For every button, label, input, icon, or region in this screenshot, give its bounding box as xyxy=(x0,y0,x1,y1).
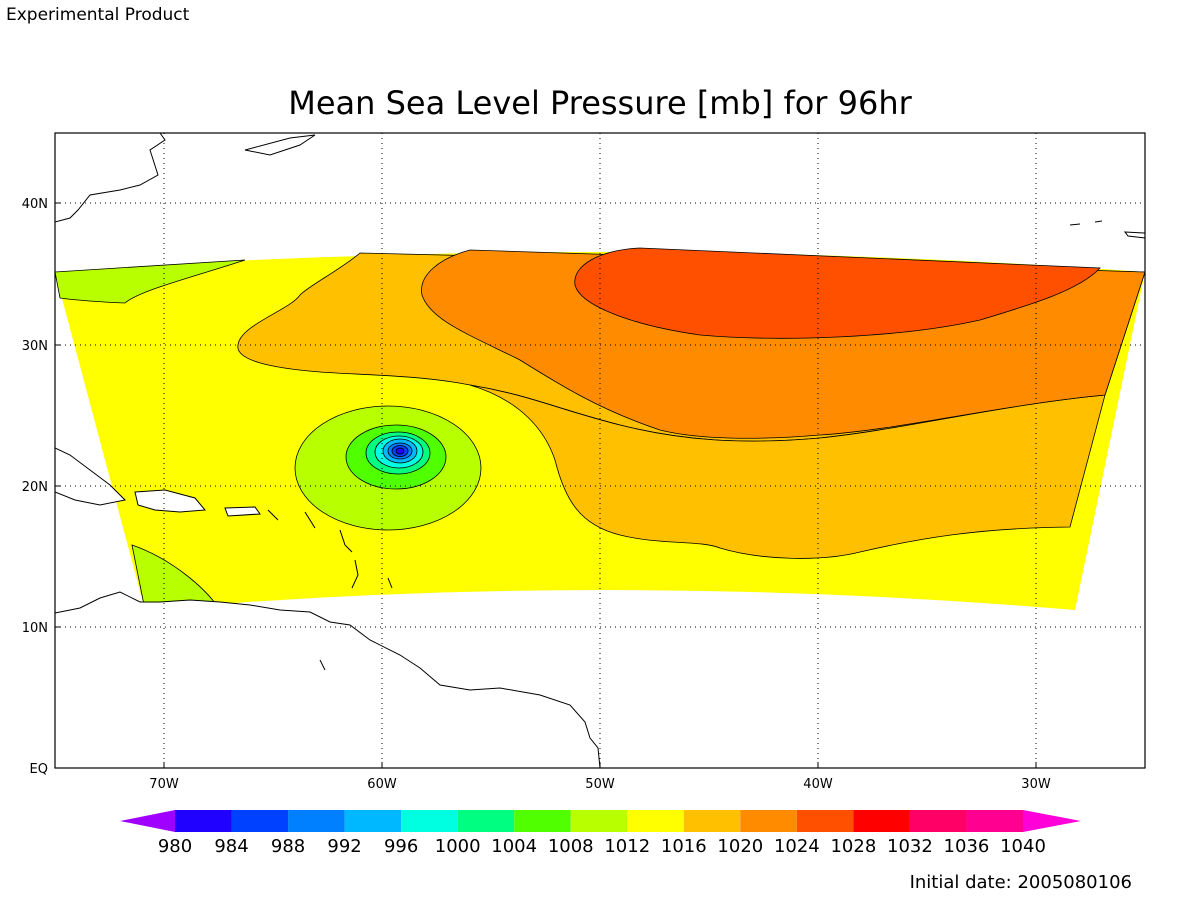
lat-label-10n: 10N xyxy=(22,621,48,636)
latitude-labels: 40N 30N 20N 10N EQ xyxy=(22,197,48,777)
colorbar-level-label: 1000 xyxy=(435,836,481,857)
colorbar-level-label: 1036 xyxy=(944,836,990,857)
experimental-product-label: Experimental Product xyxy=(6,5,190,25)
colorbar-box xyxy=(175,810,232,832)
colorbar-level-label: 1020 xyxy=(717,836,763,857)
cyclone-low-pressure xyxy=(294,405,482,531)
colorbar-box xyxy=(853,810,910,832)
initial-date-label: Initial date: 2005080106 xyxy=(910,872,1132,893)
chart-title: Mean Sea Level Pressure [mb] for 96hr xyxy=(288,84,912,122)
colorbar-box xyxy=(627,810,684,832)
cyclone-contour-980 xyxy=(395,447,405,455)
colorbar-arrow-high xyxy=(1023,810,1081,832)
lon-label-30w: 30W xyxy=(1021,777,1051,792)
puerto-rico-island xyxy=(224,506,261,517)
pressure-band-1024-1028 xyxy=(574,247,1101,339)
colorbar-level-label: 984 xyxy=(214,836,248,857)
colorbar-level-label: 1004 xyxy=(491,836,537,857)
colorbar-level-label: 980 xyxy=(158,836,192,857)
colorbar-box xyxy=(457,810,515,832)
tick-marks xyxy=(55,202,1037,769)
lon-label-50w: 50W xyxy=(585,777,615,792)
colorbar-level-label: 1016 xyxy=(661,836,707,857)
north-america-coast xyxy=(55,133,166,223)
pressure-band-1008-1012-northwest xyxy=(55,259,246,304)
colorbar: 980 984 988 992 996 1000 1004 1008 1012 1016 1020 1… xyxy=(120,810,1081,857)
lat-label-40n: 40N xyxy=(22,197,48,212)
cuba-island xyxy=(55,447,127,506)
colorbar-level-label: 1028 xyxy=(830,836,876,857)
lon-label-70w: 70W xyxy=(149,777,179,792)
small-islands xyxy=(267,220,1103,671)
colorbar-box xyxy=(740,810,797,832)
colorbar-box xyxy=(514,810,571,832)
colorbar-arrow-low xyxy=(120,810,175,832)
colorbar-level-label: 996 xyxy=(384,836,418,857)
colorbar-level-label: 1012 xyxy=(604,836,650,857)
nova-scotia-coast xyxy=(244,134,316,156)
pressure-band-1016-1020-lower xyxy=(469,384,1106,559)
newfoundland-island xyxy=(1123,231,1145,239)
colorbar-box xyxy=(288,810,345,832)
colorbar-level-label: 1040 xyxy=(1000,836,1046,857)
colorbar-box xyxy=(683,810,741,832)
hispaniola-island xyxy=(134,489,207,513)
plot-area xyxy=(55,133,1145,768)
colorbar-box xyxy=(401,810,458,832)
colorbar-level-label: 988 xyxy=(271,836,305,857)
colorbar-level-label: 1024 xyxy=(774,836,820,857)
lon-label-60w: 60W xyxy=(367,777,397,792)
colorbar-box xyxy=(966,810,1023,832)
lat-label-20n: 20N xyxy=(22,480,48,495)
south-america-coast xyxy=(55,591,601,768)
colorbar-box xyxy=(909,810,967,832)
grid-lines xyxy=(55,133,1145,768)
colorbar-box xyxy=(796,810,854,832)
longitude-labels: 70W 60W 50W 40W 30W xyxy=(149,777,1051,792)
colorbar-level-label: 1032 xyxy=(887,836,933,857)
lat-label-eq: EQ xyxy=(30,762,48,777)
colorbar-level-label: 992 xyxy=(327,836,361,857)
colorbar-box xyxy=(570,810,628,832)
colorbar-box xyxy=(231,810,289,832)
coastlines xyxy=(55,133,1145,768)
colorbar-box xyxy=(344,810,402,832)
lon-label-40w: 40W xyxy=(803,777,833,792)
lat-label-30n: 30N xyxy=(22,339,48,354)
colorbar-level-label: 1008 xyxy=(548,836,594,857)
